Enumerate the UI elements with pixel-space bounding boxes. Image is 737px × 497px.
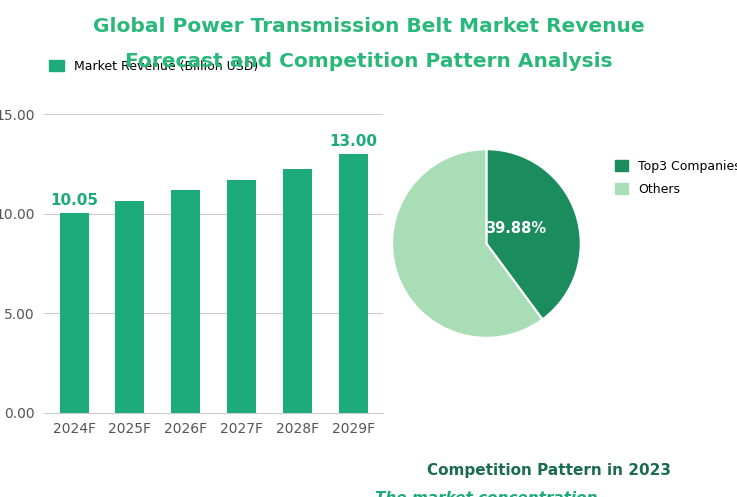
Text: Competition Pattern in 2023: Competition Pattern in 2023 (427, 463, 671, 479)
Bar (116, 201, 144, 413)
Bar (339, 154, 368, 413)
Legend: Top3 Companies, Others: Top3 Companies, Others (615, 160, 737, 196)
Bar (60, 213, 88, 413)
Bar (227, 180, 256, 413)
Legend: Market Revenue (Billion USD): Market Revenue (Billion USD) (43, 55, 263, 78)
Text: 39.88%: 39.88% (486, 221, 547, 236)
Text: 13.00: 13.00 (329, 134, 377, 149)
Bar (283, 169, 312, 413)
Wedge shape (486, 149, 581, 320)
Wedge shape (392, 149, 542, 338)
Text: The market concentration: The market concentration (375, 491, 598, 497)
Bar (171, 190, 200, 413)
Text: Forecast and Competition Pattern Analysis: Forecast and Competition Pattern Analysi… (125, 52, 612, 71)
Text: Global Power Transmission Belt Market Revenue: Global Power Transmission Belt Market Re… (93, 17, 644, 36)
Text: Market Revenue Forecast: Market Revenue Forecast (80, 463, 299, 479)
Text: 10.05: 10.05 (50, 193, 98, 208)
